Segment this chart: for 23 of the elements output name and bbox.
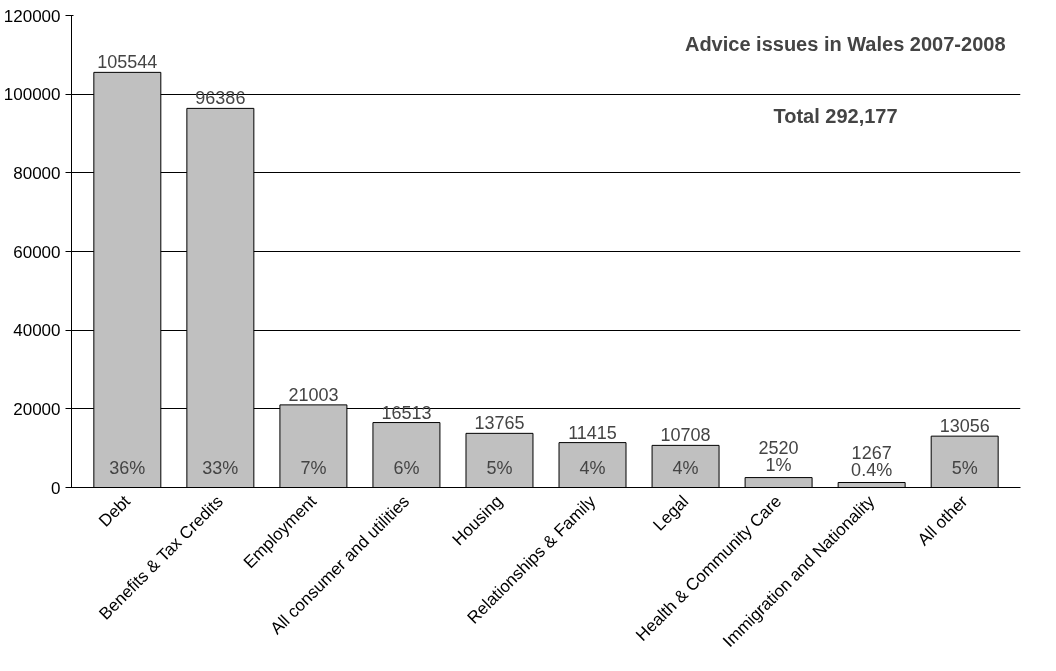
data-label: 11415 [568,422,617,443]
annotation: 36% [109,457,146,478]
data-label: 21003 [288,384,339,405]
data-label: 105544 [97,52,158,73]
y-tick-label: 20000 [13,399,61,419]
y-tick-label: 120000 [3,6,61,26]
annotation: 4% [672,457,699,478]
annotation: 7% [300,457,327,478]
y-tick-label: 0 [51,478,61,498]
annotation: 5% [951,457,978,478]
y-tick-label: 80000 [13,163,61,183]
annotation: 5% [486,457,513,478]
annotation: 4% [579,457,606,478]
data-label: 13765 [474,413,525,434]
annotation: 33% [202,457,239,478]
text: Advice issues in Wales 2007-2008 [684,32,1006,55]
y-tick-label: 100000 [3,85,61,105]
y-tick-label: 40000 [13,321,61,341]
text: Total 292,177 [773,104,898,127]
data-label: 13056 [939,416,990,437]
y-tick-label: 60000 [13,242,61,262]
annotation: 6% [393,457,420,478]
data-label: 10708 [660,425,711,446]
